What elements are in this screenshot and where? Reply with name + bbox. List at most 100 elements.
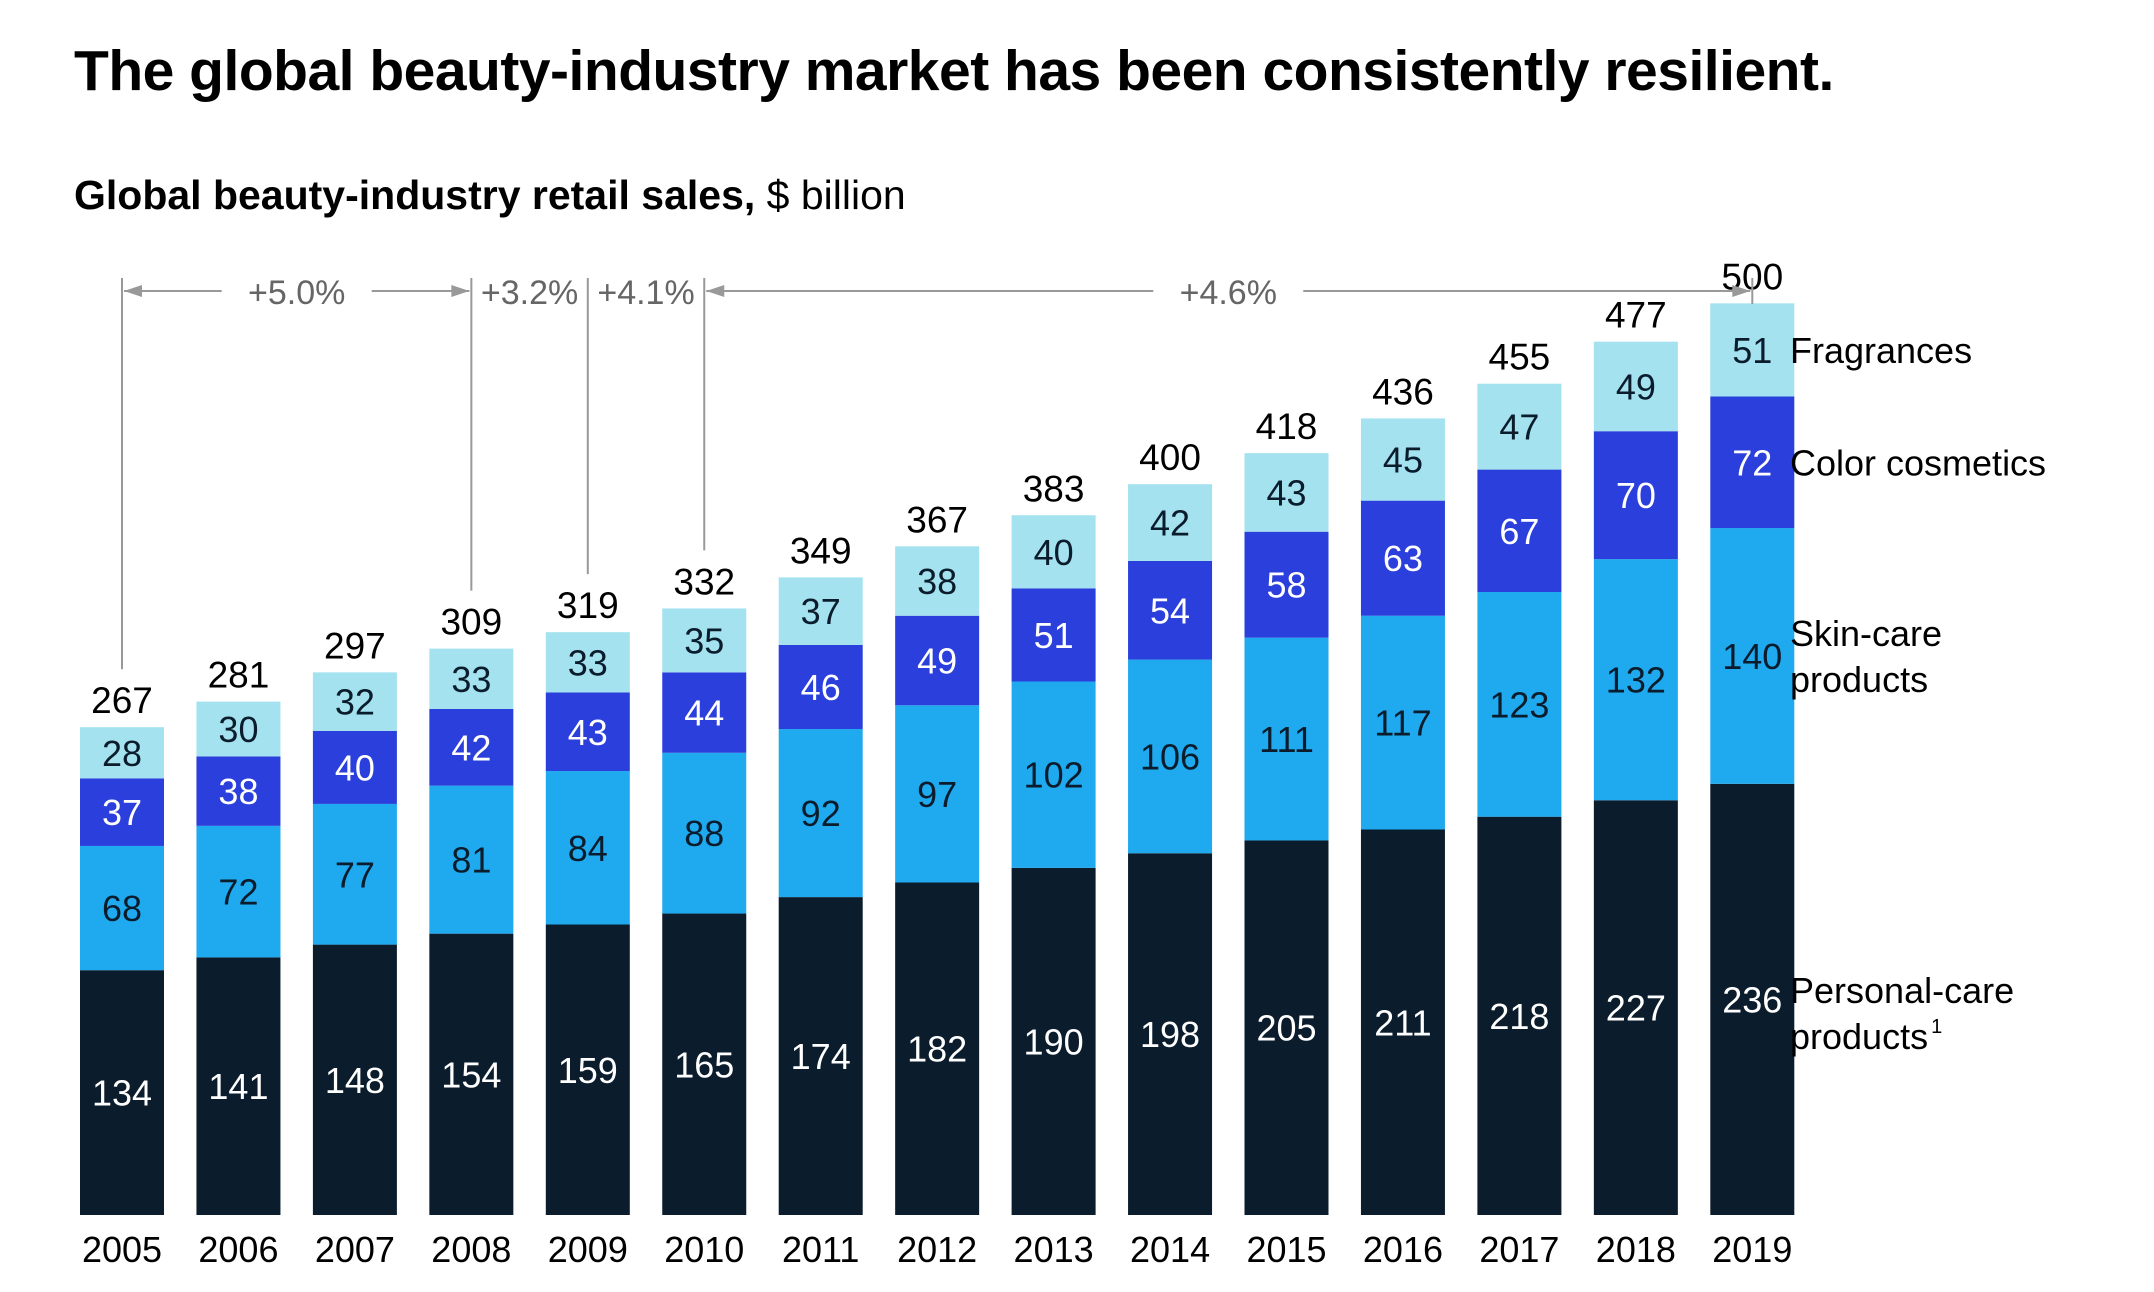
value-label-fragrances: 42 bbox=[1150, 503, 1190, 544]
value-label-color-cosmetics: 70 bbox=[1616, 475, 1656, 516]
bar-segment-fragrances bbox=[1128, 484, 1213, 561]
value-label-fragrances: 43 bbox=[1266, 472, 1306, 513]
value-label-fragrances: 28 bbox=[102, 733, 142, 774]
bar-segment-personal-care bbox=[1128, 853, 1213, 1215]
value-label-personal-care: 198 bbox=[1140, 1014, 1200, 1055]
bar-segment-skin-care bbox=[895, 705, 980, 883]
value-label-skin-care: 106 bbox=[1140, 736, 1200, 777]
legend-personal-care: products bbox=[1790, 1016, 1928, 1057]
x-tick-label: 2017 bbox=[1479, 1229, 1559, 1270]
total-label: 367 bbox=[906, 499, 968, 540]
bar-segment-personal-care bbox=[1244, 840, 1329, 1215]
growth-arrowhead bbox=[451, 285, 470, 297]
value-label-fragrances: 51 bbox=[1732, 330, 1772, 371]
bar-segment-fragrances bbox=[778, 577, 863, 645]
bar-segment-color-cosmetics bbox=[429, 708, 514, 786]
value-label-personal-care: 182 bbox=[907, 1029, 967, 1070]
value-label-personal-care: 227 bbox=[1606, 988, 1666, 1029]
value-label-skin-care: 140 bbox=[1722, 636, 1782, 677]
bar-segment-skin-care bbox=[662, 752, 747, 914]
bar-segment-personal-care bbox=[312, 944, 397, 1215]
bar-segment-skin-care bbox=[1244, 637, 1329, 841]
footnote-marker: 1 bbox=[1931, 1016, 1942, 1038]
bar-segment-color-cosmetics bbox=[1244, 531, 1329, 638]
value-label-personal-care: 236 bbox=[1722, 979, 1782, 1020]
value-label-color-cosmetics: 58 bbox=[1266, 565, 1306, 606]
bar-segment-color-cosmetics bbox=[778, 644, 863, 730]
bar-segment-color-cosmetics bbox=[1593, 431, 1678, 560]
value-label-personal-care: 141 bbox=[208, 1066, 268, 1107]
value-label-fragrances: 33 bbox=[568, 642, 608, 683]
x-tick-label: 2008 bbox=[431, 1229, 511, 1270]
value-label-personal-care: 190 bbox=[1024, 1021, 1084, 1062]
total-label: 297 bbox=[324, 625, 386, 666]
x-tick-label: 2007 bbox=[315, 1229, 395, 1270]
total-label: 349 bbox=[790, 530, 852, 571]
value-label-color-cosmetics: 40 bbox=[335, 747, 375, 788]
value-label-color-cosmetics: 72 bbox=[1732, 442, 1772, 483]
value-label-fragrances: 30 bbox=[218, 709, 258, 750]
bar-segment-fragrances bbox=[196, 701, 281, 757]
value-label-color-cosmetics: 67 bbox=[1499, 511, 1539, 552]
total-label: 267 bbox=[91, 680, 153, 721]
value-label-skin-care: 132 bbox=[1606, 660, 1666, 701]
x-tick-label: 2010 bbox=[664, 1229, 744, 1270]
value-label-fragrances: 45 bbox=[1383, 440, 1423, 481]
x-tick-label: 2019 bbox=[1712, 1229, 1792, 1270]
bar-segment-color-cosmetics bbox=[545, 692, 630, 772]
value-label-skin-care: 88 bbox=[684, 813, 724, 854]
total-label: 477 bbox=[1605, 295, 1667, 336]
value-label-color-cosmetics: 37 bbox=[102, 792, 142, 833]
value-label-fragrances: 49 bbox=[1616, 366, 1656, 407]
value-label-skin-care: 117 bbox=[1374, 703, 1431, 744]
subtitle-bold: Global beauty-industry retail sales, bbox=[74, 172, 756, 218]
bar-segment-personal-care bbox=[196, 957, 281, 1215]
growth-arrowhead bbox=[124, 285, 142, 297]
value-label-fragrances: 40 bbox=[1034, 532, 1074, 573]
value-label-personal-care: 165 bbox=[674, 1044, 734, 1085]
bar-segment-fragrances bbox=[312, 672, 397, 731]
total-label: 418 bbox=[1256, 406, 1318, 447]
bar-segment-skin-care bbox=[1011, 681, 1096, 868]
value-label-skin-care: 102 bbox=[1024, 755, 1084, 796]
bar-segment-color-cosmetics bbox=[895, 615, 980, 706]
bar-segment-color-cosmetics bbox=[80, 778, 164, 846]
bar-segment-fragrances bbox=[1477, 383, 1562, 470]
bar-segment-skin-care bbox=[312, 803, 397, 945]
bar-segment-personal-care bbox=[778, 897, 863, 1215]
value-label-personal-care: 159 bbox=[558, 1050, 618, 1091]
value-label-personal-care: 205 bbox=[1256, 1008, 1316, 1049]
total-label: 455 bbox=[1489, 337, 1551, 378]
bar-segment-fragrances bbox=[545, 632, 630, 693]
x-tick-label: 2014 bbox=[1130, 1229, 1210, 1270]
value-label-fragrances: 47 bbox=[1499, 407, 1539, 448]
x-tick-label: 2016 bbox=[1363, 1229, 1443, 1270]
value-label-color-cosmetics: 54 bbox=[1150, 590, 1190, 631]
bar-segment-personal-care bbox=[1593, 800, 1678, 1215]
bar-segment-color-cosmetics bbox=[1011, 588, 1096, 682]
value-label-color-cosmetics: 44 bbox=[684, 693, 724, 734]
value-label-skin-care: 81 bbox=[451, 840, 491, 881]
value-label-fragrances: 33 bbox=[451, 659, 491, 700]
total-label: 309 bbox=[440, 602, 502, 643]
bar-segment-fragrances bbox=[1011, 515, 1096, 589]
x-tick-label: 2018 bbox=[1596, 1229, 1676, 1270]
value-label-color-cosmetics: 63 bbox=[1383, 538, 1423, 579]
value-label-skin-care: 123 bbox=[1489, 684, 1549, 725]
total-label: 383 bbox=[1023, 468, 1085, 509]
value-label-skin-care: 68 bbox=[102, 888, 142, 929]
bar-segment-fragrances bbox=[80, 727, 164, 779]
bar-segment-personal-care bbox=[895, 882, 980, 1215]
bar-segment-skin-care bbox=[1128, 659, 1213, 854]
total-label: 319 bbox=[557, 585, 619, 626]
bar-segment-skin-care bbox=[1360, 615, 1445, 830]
growth-arrowhead bbox=[1732, 285, 1751, 297]
bar-segment-color-cosmetics bbox=[312, 730, 397, 804]
value-label-personal-care: 148 bbox=[325, 1060, 385, 1101]
legend-personal-care: Personal-care bbox=[1790, 970, 2014, 1011]
bar-segment-fragrances bbox=[662, 608, 747, 673]
value-label-fragrances: 37 bbox=[801, 591, 841, 632]
value-label-color-cosmetics: 38 bbox=[218, 771, 258, 812]
bar-segment-skin-care bbox=[80, 845, 164, 971]
